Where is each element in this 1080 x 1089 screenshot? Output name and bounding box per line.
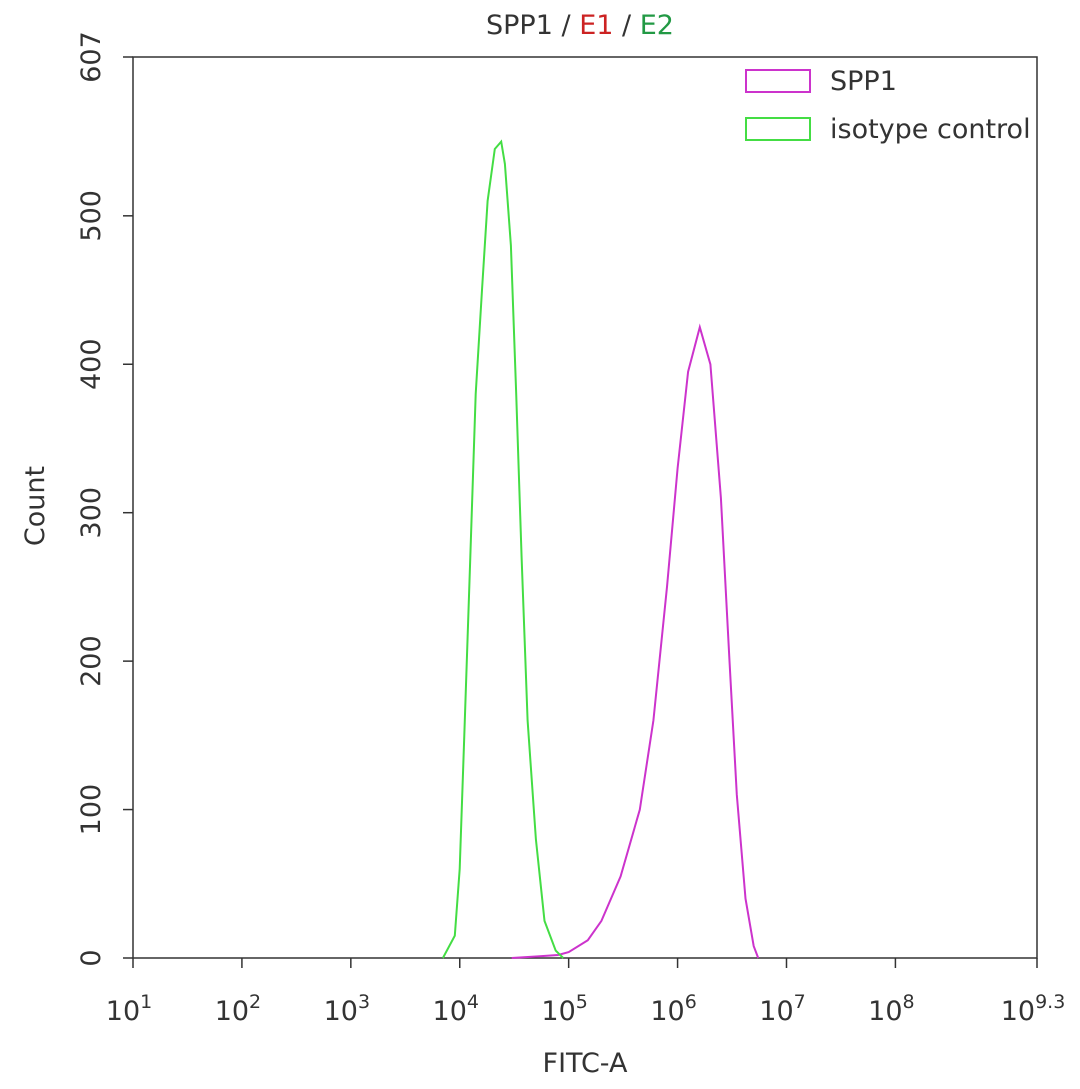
legend-swatch xyxy=(745,69,811,93)
title-part: / xyxy=(622,10,632,41)
x-tick-exponent: 7 xyxy=(794,991,806,1013)
x-tick-base: 10 xyxy=(868,996,902,1027)
y-tick-label: 300 xyxy=(76,487,107,539)
legend-label: SPP1 xyxy=(830,66,897,97)
x-tick-exponent: 8 xyxy=(903,991,915,1013)
x-tick-label: 101 xyxy=(106,991,152,1027)
x-tick-label: 107 xyxy=(759,991,805,1027)
x-tick-label: 106 xyxy=(650,991,696,1027)
histogram-line xyxy=(511,323,760,959)
y-tick-label: 200 xyxy=(76,635,107,687)
y-tick-label: 500 xyxy=(76,190,107,242)
y-tick-label: 100 xyxy=(76,784,107,836)
x-tick-base: 10 xyxy=(215,996,249,1027)
x-tick-label: 108 xyxy=(868,991,914,1027)
x-tick-base: 10 xyxy=(106,996,140,1027)
x-tick-exponent: 1 xyxy=(140,991,152,1013)
y-tick-label: 607 xyxy=(76,31,107,83)
x-tick-base: 10 xyxy=(1001,996,1035,1027)
x-tick-exponent: 3 xyxy=(358,991,370,1013)
x-tick-base: 10 xyxy=(650,996,684,1027)
y-tick-label: 0 xyxy=(76,949,107,966)
x-tick-label: 109.3 xyxy=(1001,991,1066,1027)
title-part: / xyxy=(561,10,571,41)
title-part: SPP1 xyxy=(486,10,553,41)
y-tick-label: 400 xyxy=(76,338,107,390)
title-part: E2 xyxy=(640,10,674,41)
x-tick-exponent: 5 xyxy=(576,991,588,1013)
x-tick-label: 104 xyxy=(433,991,479,1027)
x-tick-base: 10 xyxy=(433,996,467,1027)
x-tick-exponent: 2 xyxy=(249,991,261,1013)
x-axis-label: FITC-A xyxy=(543,1048,628,1079)
x-tick-base: 10 xyxy=(759,996,793,1027)
legend-swatch xyxy=(745,117,811,141)
x-tick-exponent: 9.3 xyxy=(1035,991,1065,1013)
x-tick-label: 105 xyxy=(541,991,587,1027)
legend-label: isotype control xyxy=(830,114,1031,145)
x-tick-label: 102 xyxy=(215,991,261,1027)
x-tick-base: 10 xyxy=(541,996,575,1027)
title-part: E1 xyxy=(579,10,613,41)
x-tick-exponent: 6 xyxy=(685,991,697,1013)
chart-title: SPP1 / E1 / E2 xyxy=(486,10,674,41)
histogram-line xyxy=(442,139,564,959)
x-tick-base: 10 xyxy=(324,996,358,1027)
x-tick-label: 103 xyxy=(324,991,370,1027)
x-tick-exponent: 4 xyxy=(467,991,479,1013)
y-axis-label: Count xyxy=(20,466,51,546)
plot-frame xyxy=(132,56,1038,959)
